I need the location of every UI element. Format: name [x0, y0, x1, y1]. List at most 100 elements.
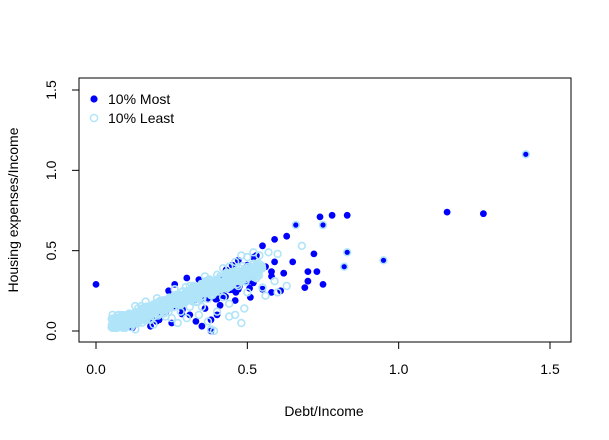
data-point-least — [188, 291, 198, 300]
data-point-least — [236, 272, 246, 281]
data-point-most — [304, 268, 312, 275]
data-point-least — [215, 283, 225, 292]
data-point-most — [310, 250, 318, 258]
data-point-least — [109, 320, 119, 329]
y-tick-label: 0.5 — [43, 241, 59, 261]
data-point-least — [146, 315, 155, 324]
data-point-least — [273, 288, 282, 297]
data-point-least — [240, 304, 249, 313]
x-axis: 0.0 0.5 1.0 1.5 — [86, 341, 560, 377]
data-point-most — [316, 213, 324, 221]
data-point-least — [212, 270, 222, 279]
data-point-least — [249, 272, 258, 281]
data-point-most — [319, 281, 327, 288]
y-axis: 0.0 0.5 1.0 1.5 — [43, 80, 80, 341]
data-point-least — [164, 294, 173, 304]
data-point-least — [340, 262, 349, 271]
data-point-least — [152, 300, 161, 309]
data-point-least — [237, 318, 246, 328]
data-point-least — [379, 256, 388, 265]
data-point-least — [137, 310, 146, 320]
legend: 10% Most 10% Least — [89, 91, 174, 126]
data-point-least — [200, 286, 210, 295]
data-point-least — [161, 312, 170, 321]
data-point-least — [270, 277, 279, 286]
y-tick-label: 0.0 — [43, 321, 59, 341]
data-point-least — [273, 249, 282, 259]
data-point-most — [231, 297, 239, 304]
data-point-least — [291, 220, 300, 230]
data-point-least — [247, 270, 257, 279]
data-point-most — [304, 277, 312, 285]
data-point-most — [289, 258, 297, 266]
x-tick-label: 0.5 — [238, 361, 258, 377]
data-point-most — [380, 256, 387, 264]
data-point-most — [271, 236, 278, 243]
data-point-least — [147, 303, 156, 313]
data-point-most — [343, 248, 351, 256]
data-point-least — [234, 281, 243, 291]
data-point-most — [192, 318, 200, 325]
data-point-least — [258, 283, 267, 292]
data-point-least — [197, 280, 207, 289]
data-point-least — [249, 248, 258, 257]
x-tick-label: 1.5 — [540, 361, 560, 377]
data-point-most — [271, 258, 278, 266]
data-point-least — [521, 150, 530, 159]
data-point-most — [165, 287, 173, 295]
data-point-least — [182, 288, 192, 297]
data-point-most — [92, 281, 100, 288]
data-point-least — [176, 307, 185, 316]
data-point-least — [218, 293, 228, 302]
data-point-least — [182, 313, 192, 323]
legend-least-marker — [89, 113, 99, 123]
data-point-least — [131, 325, 140, 334]
data-point-least — [212, 307, 222, 316]
data-point-most — [268, 268, 275, 275]
data-point-least — [243, 288, 252, 297]
data-point-most — [340, 263, 348, 271]
data-point-most — [186, 311, 194, 319]
data-point-least — [318, 220, 328, 230]
data-point-least — [264, 248, 273, 257]
legend-least-label: 10% Least — [108, 110, 174, 126]
data-point-most — [198, 322, 206, 330]
data-point-most — [319, 221, 327, 229]
data-point-least — [231, 257, 240, 267]
y-axis-title: Housing expenses/Income — [5, 127, 21, 292]
data-point-least — [185, 302, 195, 312]
data-point-least — [215, 278, 224, 288]
data-point-most — [343, 211, 351, 219]
data-point-least — [261, 291, 270, 300]
data-point-most — [222, 293, 229, 300]
data-point-least — [228, 273, 237, 283]
data-point-least — [218, 264, 228, 273]
legend-most-label: 10% Most — [108, 91, 170, 107]
data-point-least — [282, 281, 291, 291]
data-point-least — [231, 310, 240, 320]
data-point-most — [522, 150, 530, 158]
data-point-least — [191, 297, 201, 307]
data-point-most — [283, 232, 291, 240]
data-point-least — [203, 317, 213, 326]
x-axis-title: Debt/Income — [284, 403, 364, 419]
data-point-least — [170, 285, 179, 294]
points-layer — [92, 150, 530, 336]
data-point-least — [173, 318, 182, 328]
x-tick-label: 0.0 — [86, 361, 106, 377]
data-point-least — [173, 291, 182, 300]
data-point-least — [206, 277, 216, 286]
data-point-most — [216, 301, 224, 309]
y-tick-label: 1.5 — [43, 80, 59, 100]
data-point-most — [292, 221, 300, 229]
data-point-least — [253, 262, 263, 271]
y-tick-label: 1.0 — [43, 160, 59, 180]
data-point-least — [251, 264, 261, 273]
data-point-most — [443, 208, 451, 216]
data-point-least — [185, 281, 195, 291]
data-point-least — [297, 241, 306, 251]
data-point-most — [480, 210, 487, 218]
x-tick-label: 1.0 — [389, 361, 409, 377]
data-point-most — [259, 242, 266, 250]
